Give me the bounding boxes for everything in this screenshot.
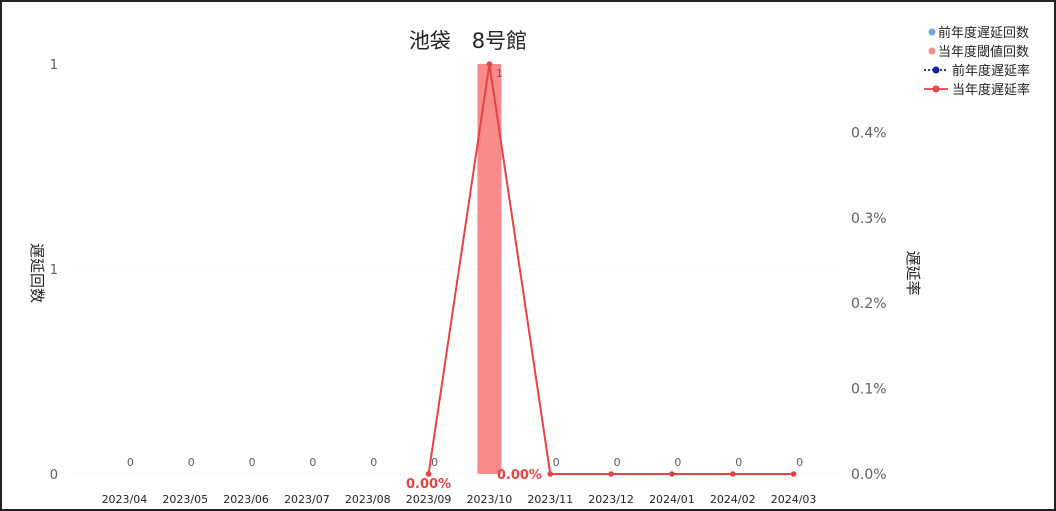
rate-point (547, 471, 554, 477)
x-tick-label: 2023/07 (284, 493, 330, 506)
rate-lines (425, 61, 797, 477)
y-left-tick-label: 0 (50, 468, 58, 483)
legend-item[interactable]: 当年度閾値回数 (928, 44, 1030, 60)
bar-data-label: 0 (735, 456, 742, 469)
bar (477, 64, 502, 474)
y-axis-right-title: 遅延率 (904, 250, 922, 295)
bar-data-label: 0 (553, 456, 560, 469)
x-tick-label: 2024/01 (649, 493, 695, 506)
chart-title: 池袋 8号館 (409, 29, 527, 53)
rate-point (729, 471, 736, 477)
y-right-tick-label: 0.1% (851, 382, 887, 398)
x-tick-label: 2023/05 (162, 493, 208, 506)
bar-data-label: 0 (370, 456, 377, 469)
legend-item[interactable]: 前年度遅延率 (924, 63, 1030, 79)
y-right-tick-label: 0.2% (851, 296, 887, 312)
bar-data-label: 0 (309, 456, 316, 469)
x-tick-label: 2024/02 (710, 493, 756, 506)
bar-data-label: 0 (796, 456, 803, 469)
x-tick-label: 2023/11 (527, 493, 573, 506)
x-tick-label: 2023/10 (467, 493, 513, 506)
legend-marker (932, 66, 940, 74)
data-labels: 0 0 0 0 0 0 1 0 0 0 0 0 0.00% 0.00% (127, 67, 803, 492)
x-tick-label: 2023/09 (406, 493, 452, 506)
legend-marker (928, 28, 936, 36)
x-tick-label: 2023/04 (102, 493, 148, 506)
rate-data-label: 0.00% (497, 468, 542, 483)
y-left-tick-label: 1 (50, 263, 58, 278)
x-tick-label: 2023/12 (588, 493, 634, 506)
legend-marker (928, 47, 936, 55)
legend-label: 当年度遅延率 (952, 82, 1030, 98)
rate-data-label: 0.00% (406, 477, 451, 492)
x-tick-label: 2023/06 (223, 493, 269, 506)
y-left-tick-label: 1 (50, 58, 58, 73)
y-axis-left-title: 遅延回数 (28, 243, 46, 303)
rate-point (608, 471, 614, 477)
y-right-tick-label: 0.4% (851, 125, 887, 141)
legend-label: 前年度遅延回数 (938, 25, 1029, 41)
bars (477, 64, 502, 474)
bar-data-label: 0 (127, 456, 134, 469)
x-tick-label: 2023/08 (345, 493, 391, 506)
bar-data-label: 0 (674, 456, 681, 469)
rate-point (790, 471, 797, 477)
bar-data-label: 1 (496, 67, 503, 80)
axes: 0 1 1 0.0% 0.1% 0.2% 0.3% 0.4% 2023/04 2023/05 202… (50, 58, 887, 506)
y-right-tick-label: 0.3% (851, 211, 887, 227)
bar-data-label: 0 (249, 456, 256, 469)
legend-label: 当年度閾値回数 (938, 44, 1029, 60)
legend-marker (932, 85, 940, 93)
x-tick-label: 2024/03 (771, 493, 817, 506)
legend-item[interactable]: 当年度遅延率 (924, 82, 1030, 98)
bar-data-label: 0 (188, 456, 195, 469)
bar-data-label: 0 (614, 456, 621, 469)
bar-data-label: 0 (431, 456, 438, 469)
rate-point (486, 61, 493, 67)
rate-point (425, 471, 432, 477)
gridlines (68, 63, 844, 475)
legend-item[interactable]: 前年度遅延回数 (928, 25, 1030, 41)
legend-label: 前年度遅延率 (952, 63, 1030, 79)
y-right-tick-label: 0.0% (851, 467, 887, 483)
rate-point (669, 471, 675, 477)
